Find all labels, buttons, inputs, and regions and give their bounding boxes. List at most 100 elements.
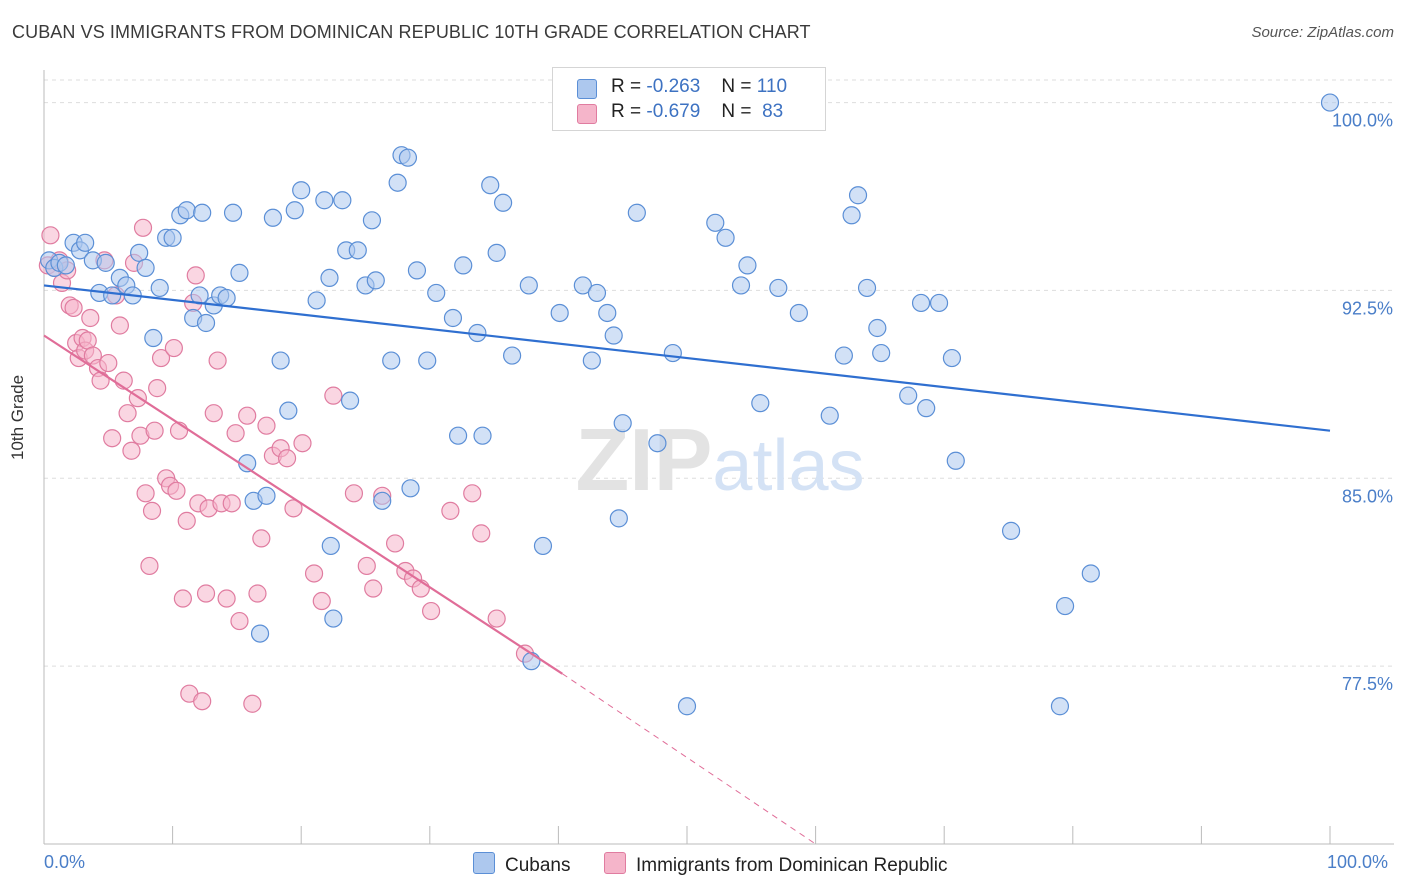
dominican-point	[284, 499, 303, 518]
cuban-point	[473, 426, 492, 445]
cuban-point	[769, 278, 788, 298]
dominican-point	[257, 416, 276, 435]
dominican-trend-extension	[561, 673, 816, 845]
cuban-point	[333, 191, 352, 210]
cuban-point	[136, 258, 155, 277]
chart-title: CUBAN VS IMMIGRANTS FROM DOMINICAN REPUB…	[12, 22, 811, 42]
pink-swatch	[577, 104, 597, 124]
cuban-point	[144, 328, 163, 348]
cuban-point	[946, 451, 965, 470]
cuban-point	[627, 203, 646, 222]
r-value: -0.679	[646, 101, 701, 122]
dominican-point	[243, 694, 262, 713]
x-tick-label-max: 100.0%	[1327, 852, 1389, 872]
cuban-point	[315, 191, 334, 210]
cuban-point	[738, 256, 757, 275]
dominican-point	[324, 386, 343, 405]
cuban-point	[494, 193, 513, 212]
cuban-point	[230, 263, 249, 282]
cuban-point	[163, 228, 182, 247]
cuban-point	[257, 486, 276, 505]
dominican-point	[441, 501, 460, 520]
cuban-point	[388, 173, 407, 192]
trend-lines	[43, 284, 1331, 845]
cuban-point	[598, 303, 617, 323]
cuban-point	[533, 536, 553, 556]
stats-legend: R = -0.263 N = 110 R = -0.679 N = 83	[552, 67, 826, 131]
dominican-point	[385, 534, 405, 553]
cuban-point	[177, 201, 196, 220]
y-tick-label: 100.0%	[1332, 111, 1393, 131]
legend-label: Cubans	[505, 855, 571, 876]
dominican-point	[103, 429, 122, 448]
cuban-point	[401, 479, 420, 498]
dominican-point	[463, 484, 482, 503]
cuban-point	[573, 276, 592, 295]
cuban-point	[503, 346, 522, 365]
cuban-point	[263, 208, 283, 227]
dominican-point	[472, 524, 491, 543]
dominican-point	[312, 591, 331, 611]
cuban-trend-line	[43, 284, 1331, 432]
cuban-point	[613, 414, 632, 433]
dominican-point	[230, 611, 249, 631]
dominican-point	[248, 584, 267, 603]
y-tick-label: 85.0%	[1342, 486, 1393, 506]
cuban-point	[820, 406, 839, 425]
dominican-point	[186, 266, 205, 285]
source-label: Source: ZipAtlas.com	[1251, 24, 1394, 41]
cuban-point	[487, 243, 506, 262]
dominican-trend-line	[43, 334, 563, 675]
cuban-point	[130, 243, 149, 262]
dominican-point	[277, 449, 297, 468]
cuban-point	[418, 351, 437, 370]
n-value: 110	[756, 76, 788, 97]
dominican-point	[252, 529, 271, 548]
blue-swatch	[577, 79, 597, 99]
dominican-point	[217, 589, 236, 608]
dominican-point	[78, 331, 97, 350]
dominican-point	[177, 511, 196, 530]
cuban-point	[307, 291, 326, 310]
cuban-point	[407, 261, 427, 280]
cuban-point	[285, 201, 304, 220]
cuban-point	[872, 343, 891, 363]
dominican-point	[164, 338, 183, 358]
cuban-points	[40, 93, 1340, 716]
dominican-point	[357, 556, 376, 576]
cuban-point	[56, 256, 75, 275]
cuban-point	[663, 343, 682, 363]
dominican-point	[487, 609, 506, 628]
cuban-point	[550, 303, 569, 323]
legend-item-cubans: Cubans	[473, 852, 571, 877]
cuban-point	[911, 293, 931, 313]
cuban-point	[648, 434, 667, 453]
blue-swatch	[473, 852, 495, 874]
n-label: N =	[721, 101, 752, 122]
dominican-point	[238, 406, 257, 425]
y-tick-label: 92.5%	[1342, 298, 1393, 318]
dominican-point	[142, 501, 162, 520]
x-tick-label-min: 0.0%	[44, 852, 86, 872]
cuban-point	[942, 348, 962, 368]
legend-item-dominican: Immigrants from Dominican Republic	[604, 852, 948, 877]
y-axis-title: 10th Grade	[8, 374, 27, 460]
cuban-point	[320, 268, 339, 288]
dominican-point	[99, 353, 118, 373]
cuban-point	[340, 391, 360, 410]
cuban-point	[217, 288, 236, 308]
cuban-point	[848, 186, 868, 205]
dominican-point	[226, 424, 245, 443]
dominican-point	[173, 589, 192, 608]
dominican-point	[91, 371, 110, 390]
dominican-point	[304, 564, 324, 583]
gridlines	[44, 79, 1394, 667]
dominican-point	[364, 579, 383, 598]
cuban-point	[789, 303, 808, 323]
cuban-point	[271, 351, 290, 370]
dominican-point	[193, 692, 212, 711]
dominican-point	[421, 601, 441, 621]
y-tick-labels: 77.5% 85.0% 92.5% 100.0%	[1332, 111, 1393, 695]
cuban-point	[321, 536, 340, 556]
cuban-point	[324, 609, 343, 628]
